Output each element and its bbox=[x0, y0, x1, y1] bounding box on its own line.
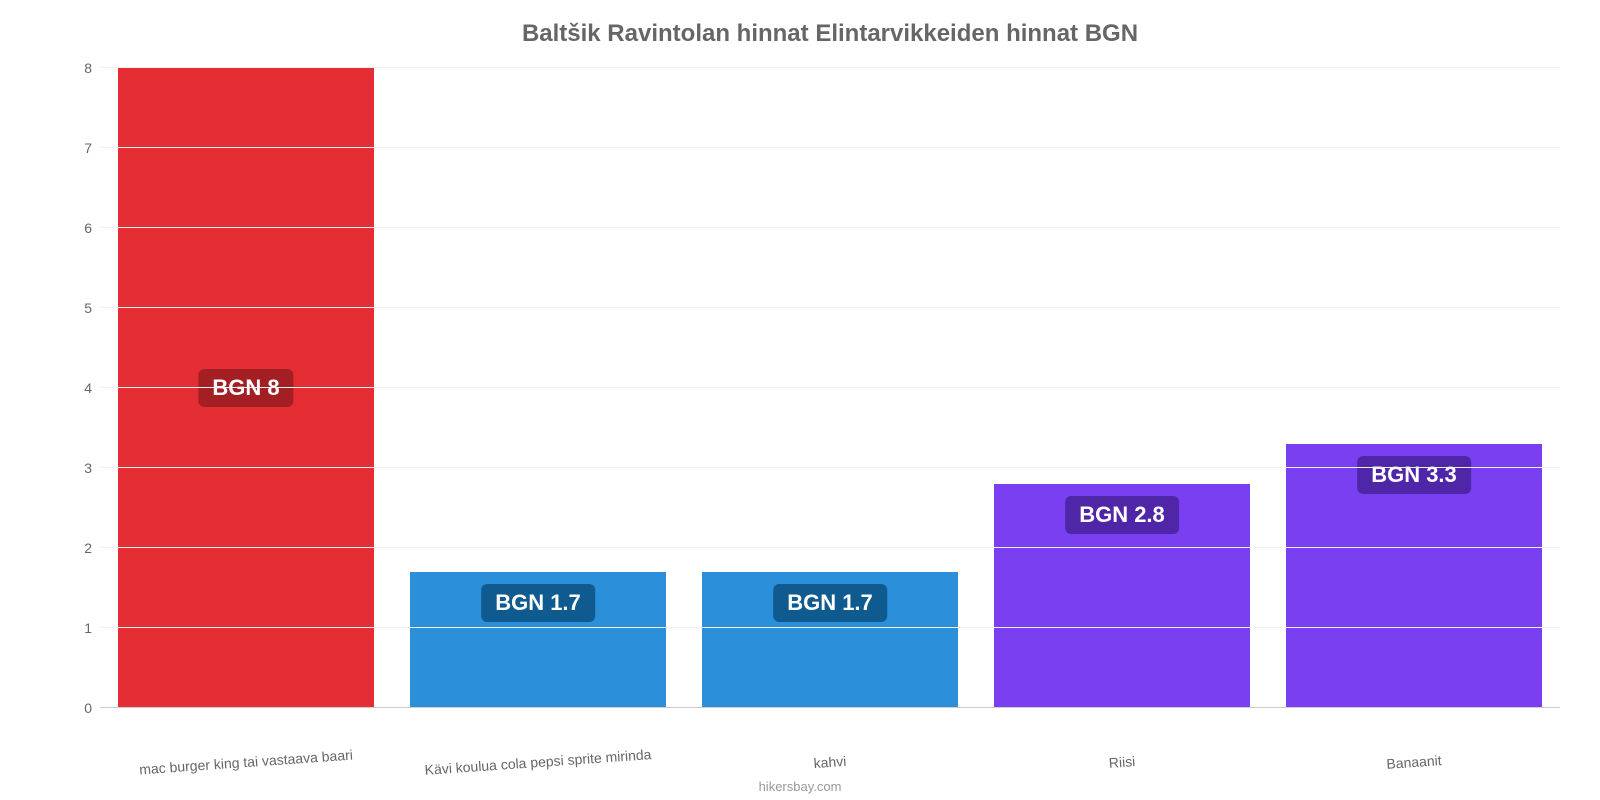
gridline bbox=[100, 387, 1560, 388]
bar: BGN 2.8 bbox=[994, 484, 1251, 708]
y-tick-label: 0 bbox=[84, 700, 92, 716]
x-axis-labels: mac burger king tai vastaava baariKävi k… bbox=[100, 754, 1560, 770]
gridline bbox=[100, 467, 1560, 468]
y-tick-label: 7 bbox=[84, 140, 92, 156]
y-axis: 012345678 bbox=[60, 68, 100, 708]
gridline bbox=[100, 307, 1560, 308]
chart-title: Baltšik Ravintolan hinnat Elintarvikkeid… bbox=[100, 20, 1560, 48]
y-tick-label: 1 bbox=[84, 620, 92, 636]
bar: BGN 3.3 bbox=[1286, 444, 1543, 708]
bar-slot: BGN 1.7 bbox=[684, 68, 976, 708]
gridline bbox=[100, 547, 1560, 548]
x-tick-label: mac burger king tai vastaava baari bbox=[100, 744, 392, 780]
baseline bbox=[100, 707, 1560, 708]
bar-value-label: BGN 3.3 bbox=[1357, 456, 1471, 494]
x-tick-label: Banaanit bbox=[1268, 744, 1560, 780]
bar-value-label: BGN 8 bbox=[198, 369, 293, 407]
gridline bbox=[100, 147, 1560, 148]
bars-container: BGN 8 BGN 1.7 BGN 1.7 BGN 2.8 BGN 3.3 bbox=[100, 68, 1560, 708]
x-tick-label: kahvi bbox=[684, 744, 976, 780]
y-tick-label: 5 bbox=[84, 300, 92, 316]
x-tick-label: Riisi bbox=[976, 744, 1268, 780]
x-tick-label: Kävi koulua cola pepsi sprite mirinda bbox=[392, 744, 684, 780]
bar-value-label: BGN 2.8 bbox=[1065, 496, 1179, 534]
y-tick-label: 6 bbox=[84, 220, 92, 236]
credit-text: hikersbay.com bbox=[0, 779, 1600, 794]
y-tick-label: 8 bbox=[84, 60, 92, 76]
gridline bbox=[100, 627, 1560, 628]
bar: BGN 1.7 bbox=[702, 572, 959, 708]
bar-slot: BGN 2.8 bbox=[976, 68, 1268, 708]
bar-value-label: BGN 1.7 bbox=[481, 584, 595, 622]
bar-slot: BGN 3.3 bbox=[1268, 68, 1560, 708]
gridline bbox=[100, 67, 1560, 68]
bar: BGN 1.7 bbox=[410, 572, 667, 708]
y-tick-label: 4 bbox=[84, 380, 92, 396]
gridline bbox=[100, 227, 1560, 228]
y-tick-label: 3 bbox=[84, 460, 92, 476]
price-chart: Baltšik Ravintolan hinnat Elintarvikkeid… bbox=[0, 0, 1600, 800]
plot-area: 012345678 BGN 8BGN 1.7BGN 1.7BGN 2.8BGN … bbox=[100, 68, 1560, 708]
bar-value-label: BGN 1.7 bbox=[773, 584, 887, 622]
y-tick-label: 2 bbox=[84, 540, 92, 556]
bar-slot: BGN 1.7 bbox=[392, 68, 684, 708]
bar-slot: BGN 8 bbox=[100, 68, 392, 708]
bar: BGN 8 bbox=[118, 68, 375, 708]
